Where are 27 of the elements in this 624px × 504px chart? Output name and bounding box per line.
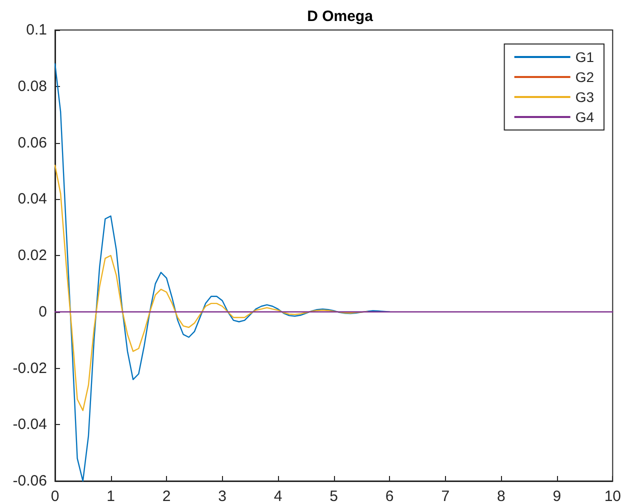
x-tick-label: 1 (106, 488, 115, 504)
x-tick-label: 2 (162, 488, 171, 504)
y-tick-label: 0.06 (18, 134, 47, 152)
y-tick-label: -0.04 (12, 416, 47, 434)
x-tick-label: 10 (604, 488, 621, 504)
x-tick-label: 7 (441, 488, 450, 504)
x-tick-label: 4 (274, 488, 282, 504)
x-tick-label: 3 (218, 488, 226, 504)
legend-label: G2 (575, 69, 594, 85)
line-series (54, 164, 368, 412)
x-tick-label: 6 (385, 488, 394, 504)
y-tick-label: 0.04 (18, 190, 47, 208)
x-tick-label: 5 (330, 488, 338, 504)
x-tick-label: 8 (496, 488, 506, 504)
y-tick-label: 0.08 (18, 78, 47, 95)
x-tick-label: 0 (50, 488, 60, 504)
legend-label: G1 (575, 49, 594, 65)
chart-title: D Omega (307, 8, 374, 25)
x-tick-label: 9 (552, 488, 562, 504)
y-tick-label: -0.06 (12, 472, 47, 490)
y-tick-label: -0.02 (12, 360, 47, 377)
line-series (54, 63, 390, 482)
legend-label: G3 (575, 89, 594, 105)
legend-label: G4 (575, 109, 594, 125)
y-tick-label: 0.02 (18, 247, 47, 264)
y-tick-label: 0 (38, 303, 47, 320)
y-tick-label: 0.1 (26, 22, 47, 38)
